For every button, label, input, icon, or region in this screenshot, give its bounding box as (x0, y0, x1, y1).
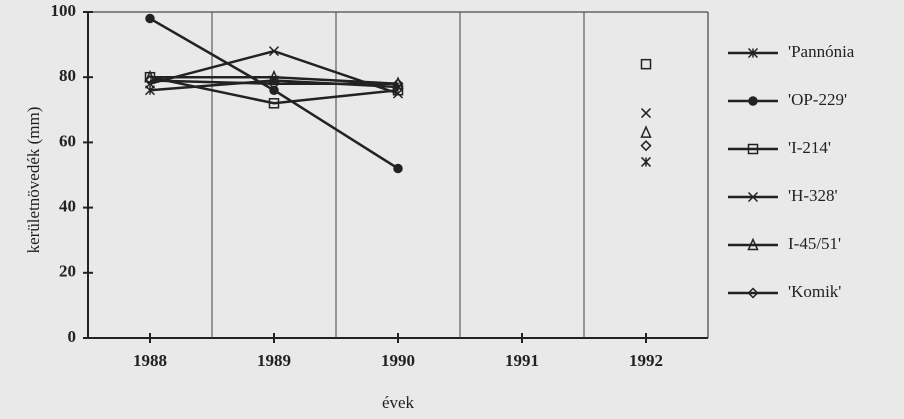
x-tick-label: 1990 (381, 351, 415, 370)
marker (640, 108, 652, 119)
marker (748, 96, 758, 106)
legend-label: 'I-214' (788, 138, 831, 157)
x-tick-label: 1992 (629, 351, 663, 370)
y-tick-label: 100 (51, 1, 77, 20)
marker (144, 69, 156, 83)
y-axis-label: kerületnövedék (mm) (24, 107, 43, 254)
legend-label: 'H-328' (788, 186, 838, 205)
marker (268, 78, 280, 90)
marker (268, 69, 280, 83)
marker (747, 191, 759, 203)
marker (144, 78, 156, 89)
y-tick-label: 40 (59, 197, 76, 216)
x-tick-label: 1988 (133, 351, 167, 370)
marker (747, 47, 759, 59)
marker (747, 143, 759, 155)
marker (392, 84, 404, 96)
marker (392, 78, 404, 90)
marker (392, 88, 404, 99)
legend-label: 'OP-229' (788, 90, 847, 109)
marker (269, 85, 279, 95)
marker (268, 46, 280, 57)
marker (393, 163, 403, 174)
y-tick-label: 0 (68, 327, 77, 346)
legend-label: I-45/51' (788, 234, 841, 253)
marker (640, 156, 652, 167)
marker (145, 13, 155, 24)
marker (747, 237, 759, 251)
marker (747, 287, 759, 299)
y-tick-label: 80 (59, 66, 76, 85)
legend-label: 'Komik' (788, 282, 841, 301)
marker (640, 125, 652, 138)
marker (144, 74, 156, 87)
x-tick-label: 1991 (505, 351, 539, 370)
marker (640, 58, 652, 70)
x-axis-label: évek (382, 393, 415, 412)
legend-label: 'Pannónia (788, 42, 855, 61)
marker (268, 98, 280, 109)
marker (640, 140, 652, 152)
x-tick-label: 1989 (257, 351, 291, 370)
y-tick-label: 60 (59, 131, 76, 150)
y-tick-label: 20 (59, 262, 76, 281)
